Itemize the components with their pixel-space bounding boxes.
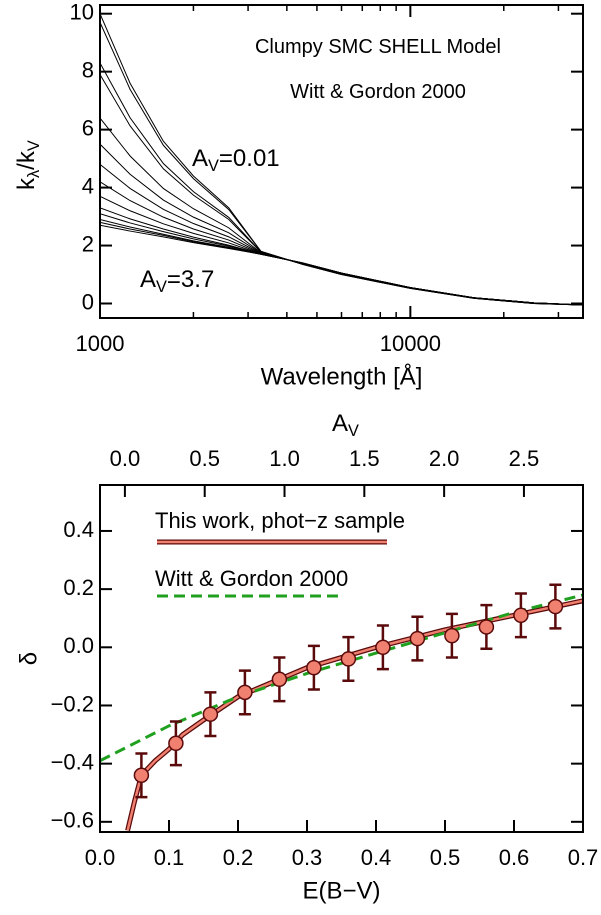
marker <box>271 671 288 688</box>
x-tick-label: 10000 <box>380 331 441 356</box>
x-tick-label: 0.4 <box>361 845 392 870</box>
x-tick-label: 0.0 <box>85 845 116 870</box>
x-tick-label: 0.7 <box>568 845 599 870</box>
series-line <box>100 593 583 763</box>
annotation-part: =3.7 <box>167 266 214 293</box>
x2-tick-label: 1.5 <box>349 446 380 471</box>
y-tick-label: 4 <box>82 173 94 198</box>
annotation: Clumpy SMC SHELL Model <box>255 36 501 58</box>
y-tick-label: 0.0 <box>63 633 94 658</box>
y-tick-label: 0.4 <box>63 517 94 542</box>
legend-label: This work, phot−z sample <box>155 508 405 533</box>
marker <box>409 630 426 647</box>
x2-tick-label: 0.0 <box>110 446 141 471</box>
annotation-part: V <box>156 278 167 296</box>
axes-box <box>99 484 584 833</box>
y-axis-label-part: k <box>13 177 40 190</box>
y-tick-label: 0 <box>82 289 94 314</box>
y-tick-label: 10 <box>70 0 94 25</box>
marker <box>340 651 357 667</box>
x-tick-label: 0.6 <box>499 845 530 870</box>
y-axis-label: δ <box>15 652 42 665</box>
marker <box>547 598 564 615</box>
annotation-part: =0.01 <box>219 145 280 172</box>
marker <box>375 639 391 656</box>
y-axis-label-part: V <box>25 140 43 151</box>
annotation: AV=3.7 <box>140 266 214 296</box>
x2-axis-label: AV <box>332 410 359 440</box>
x-tick-label: 1000 <box>76 331 125 356</box>
y-tick-label: 0.2 <box>63 575 94 600</box>
annotation-part: A <box>140 266 156 293</box>
plot-area <box>100 583 583 832</box>
x2-tick-label: 1.0 <box>269 446 300 471</box>
y-tick-label: 8 <box>82 57 94 82</box>
x-tick-label: 0.1 <box>154 845 185 870</box>
y-tick-label: 6 <box>82 115 94 140</box>
x2-axis-label-part: V <box>348 422 359 440</box>
marker <box>202 706 219 722</box>
annotation-part: Clumpy SMC SHELL Model <box>255 36 501 58</box>
x2-tick-label: 0.5 <box>189 446 220 471</box>
marker <box>513 607 529 624</box>
x-tick-label: 0.3 <box>292 845 323 870</box>
y-axis-label: kλ/kV <box>13 140 43 190</box>
x2-tick-label: 2.5 <box>509 446 540 471</box>
marker <box>444 627 460 644</box>
plot-area <box>100 13 583 306</box>
y-tick-label: −0.4 <box>51 749 94 774</box>
x-axis-label: E(B−V) <box>302 877 380 904</box>
y-tick-label: −0.6 <box>51 808 94 833</box>
series-line <box>100 224 583 306</box>
legend-label: Witt & Gordon 2000 <box>155 566 348 591</box>
x2-tick-label: 2.0 <box>429 446 460 471</box>
marker <box>168 735 184 752</box>
x-axis-label: Wavelength [Å] <box>261 362 423 390</box>
y-tick-label: 2 <box>82 231 94 256</box>
y-axis-label-part: /k <box>13 150 40 170</box>
marker <box>306 659 322 676</box>
annotation-part: A <box>192 145 208 172</box>
x-tick-label: 0.5 <box>430 845 461 870</box>
x2-axis-label-part: A <box>332 410 348 437</box>
marker <box>478 619 495 635</box>
marker <box>237 684 253 701</box>
x-tick-label: 0.2 <box>223 845 254 870</box>
annotation-part: Witt & Gordon 2000 <box>290 81 466 103</box>
y-tick-label: −0.2 <box>51 691 94 716</box>
annotation: Witt & Gordon 2000 <box>290 81 466 103</box>
y-axis-label-part: λ <box>25 169 43 178</box>
annotation-part: V <box>208 157 219 175</box>
annotation: AV=0.01 <box>192 145 280 175</box>
marker <box>133 767 150 784</box>
